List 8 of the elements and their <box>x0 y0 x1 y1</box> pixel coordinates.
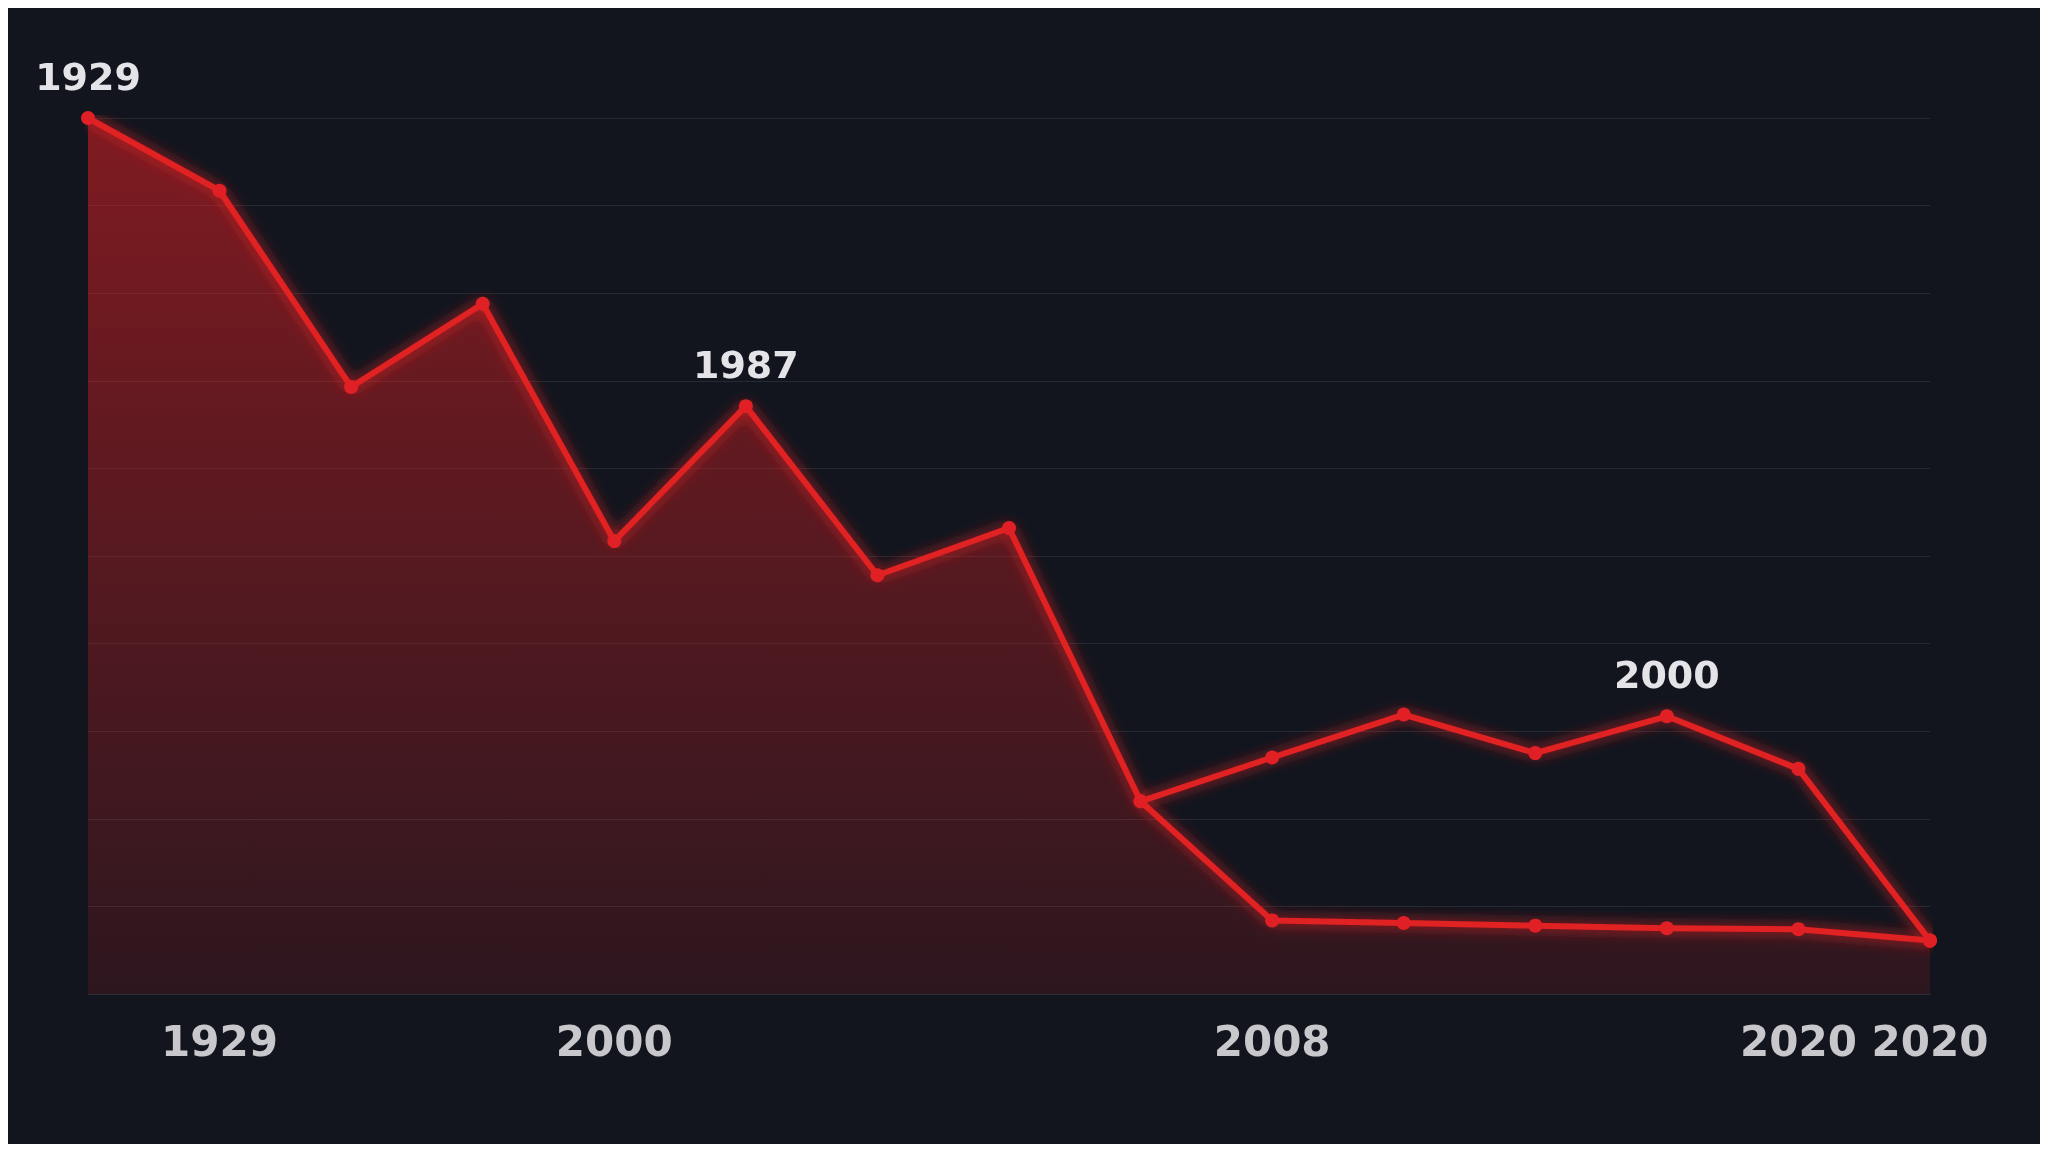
x-tick-label: 2020 <box>1739 1016 1857 1066</box>
annotation: 1987 <box>692 343 799 388</box>
x-tick-label: 1929 <box>161 1016 279 1066</box>
annotation: 1929 <box>35 55 141 99</box>
annotation: 2000 <box>1613 653 1720 698</box>
x-tick-label: 2008 <box>1213 1016 1331 1066</box>
x-tick-label: 2020 <box>1871 1016 1989 1066</box>
x-tick-label: 2000 <box>555 1016 673 1066</box>
